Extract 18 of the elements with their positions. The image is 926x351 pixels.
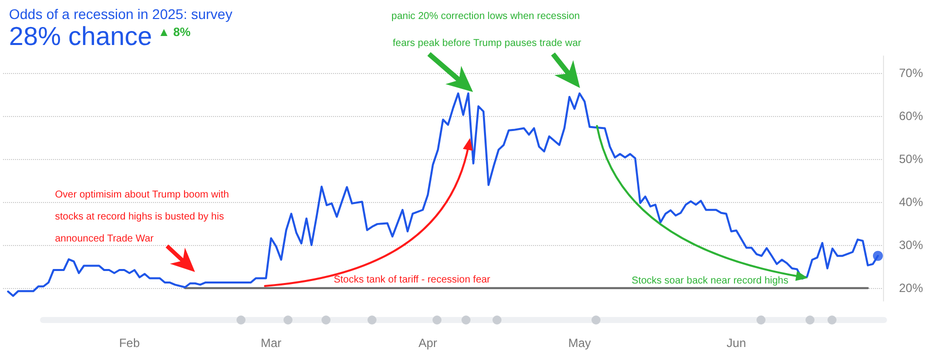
x-tick-label: May xyxy=(568,336,591,350)
x-tick-label: Feb xyxy=(119,336,140,350)
annotation: Stocks soar back near record highs xyxy=(632,276,788,286)
y-tick-label: 40% xyxy=(898,195,924,210)
y-tick-label: 70% xyxy=(898,66,924,80)
annotation: Stocks tank of tariff - recession fear xyxy=(334,274,491,286)
chart-title: Odds of a recession in 2025: survey xyxy=(9,6,232,22)
annotation: Over optimisim about Trump boom with stocks at record highs is busted by his announced Trade War xyxy=(55,190,232,244)
y-tick-label: 60% xyxy=(898,109,924,124)
chart-subtitle: 28% chance xyxy=(9,21,152,51)
text: panic 20% correction lows when recession fears peak before Trump pauses trade war xyxy=(391,11,582,49)
y-tick-label: 20% xyxy=(898,281,924,296)
text: ▲ 8% xyxy=(158,25,191,39)
x-tick-label: Jun xyxy=(726,336,746,350)
y-tick-label: 50% xyxy=(898,152,924,166)
x-tick-label: Apr xyxy=(418,336,438,350)
x-tick-label: Mar xyxy=(260,336,282,350)
y-tick-label: 30% xyxy=(898,238,924,252)
